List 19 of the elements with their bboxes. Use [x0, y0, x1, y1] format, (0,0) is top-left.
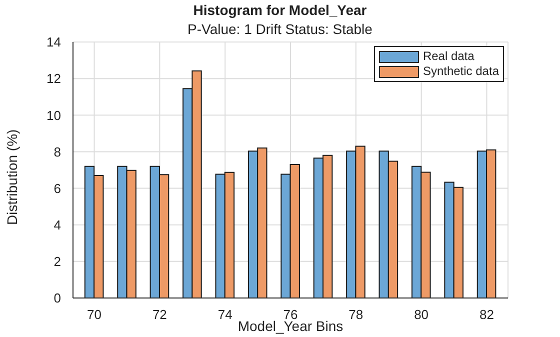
y-tick-label: 8	[54, 144, 61, 160]
x-tick-label: 74	[218, 307, 232, 322]
y-tick-label: 12	[46, 71, 61, 86]
x-tick-label: 72	[152, 307, 167, 322]
y-tick-label: 10	[46, 108, 61, 123]
chart-subtitle: P-Value: 1 Drift Status: Stable	[188, 21, 372, 37]
y-tick-label: 14	[46, 34, 61, 50]
chart-title: Histogram for Model_Year	[192, 2, 368, 18]
y-tick-label: 0	[54, 290, 61, 306]
y-tick-label: 6	[54, 180, 61, 196]
x-tick-label: 80	[414, 307, 429, 322]
legend-label: Real data	[422, 49, 476, 64]
y-tick-label: 2	[54, 254, 61, 270]
x-tick-label: 78	[348, 307, 364, 322]
x-tick-label: 70	[87, 307, 102, 322]
y-tick-label: 4	[54, 217, 61, 232]
x-tick-label: 82	[480, 307, 494, 322]
legend-label: Synthetic data	[422, 64, 499, 79]
y-axis-title: Distribution (%)	[4, 129, 20, 225]
